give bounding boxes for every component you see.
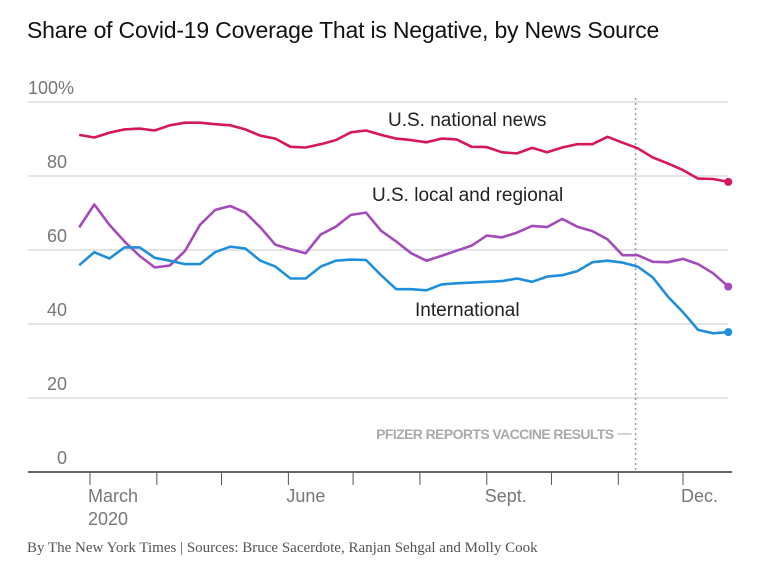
series-end-dot-2 <box>724 328 733 337</box>
y-tick-label: 80 <box>47 152 67 172</box>
series-label-national: U.S. national news <box>388 110 546 131</box>
x-tick-label: Dec. <box>681 486 718 506</box>
y-tick-label: 40 <box>47 300 67 320</box>
x-tick-label: March <box>88 486 138 506</box>
series-line-1 <box>78 203 730 288</box>
y-tick-label: 0 <box>57 448 67 468</box>
series-end-dot-0 <box>724 177 733 186</box>
x-tick-label: June <box>286 486 325 506</box>
series-line-2 <box>78 245 729 335</box>
x-tick-sublabel: 2020 <box>88 509 128 529</box>
y-tick-label: 100% <box>28 78 74 98</box>
series-end-dot-1 <box>724 282 733 291</box>
vaccine-annotation-label: PFIZER REPORTS VACCINE RESULTS <box>376 426 614 442</box>
series-label-international: International <box>415 300 520 321</box>
source-credit: By The New York Times | Sources: Bruce S… <box>27 540 538 556</box>
chart-title: Share of Covid-19 Coverage That is Negat… <box>27 17 660 43</box>
series-line-0 <box>78 121 729 184</box>
x-tick-label: Sept. <box>485 486 527 506</box>
y-tick-label: 60 <box>47 226 67 246</box>
series-label-local: U.S. local and regional <box>372 185 563 206</box>
y-tick-label: 20 <box>47 374 67 394</box>
